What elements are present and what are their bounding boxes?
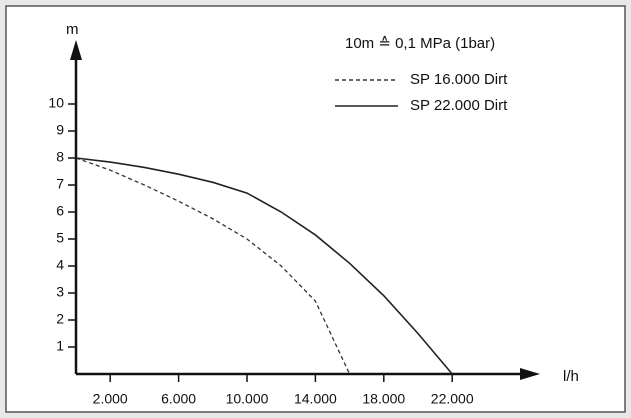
x-tick-label: 18.000 [362,391,405,407]
y-tick-label: 9 [56,122,64,138]
line [75,157,453,375]
x-axis-label: l/h [563,368,579,385]
x-tick-label: 10.000 [226,391,269,407]
y-tick-label: 3 [56,284,64,300]
x-tick-label: 14.000 [294,391,337,407]
y-tick-label: 1 [56,338,64,354]
line [75,157,351,375]
y-tick-label: 8 [56,149,64,165]
y-axis-label: m [66,21,79,38]
panel [5,5,626,413]
x-arrow [520,368,540,380]
x-tick-label: 2.000 [93,391,128,407]
y-arrow [70,40,82,60]
y-tick-label: 6 [56,203,64,219]
legend-label: SP 22.000 Dirt [410,97,508,114]
y-tick-label: 2 [56,311,64,327]
y-tick-label: 5 [56,230,64,246]
annotation: 10m ≙ 0,1 MPa (1bar) [345,35,495,52]
y-tick-label: 7 [56,176,64,192]
y-tick-label: 4 [56,257,64,273]
legend-label: SP 16.000 Dirt [410,71,508,88]
x-tick-label: 22.000 [431,391,474,407]
x-tick-label: 6.000 [161,391,196,407]
y-tick-label: 10 [48,95,64,111]
